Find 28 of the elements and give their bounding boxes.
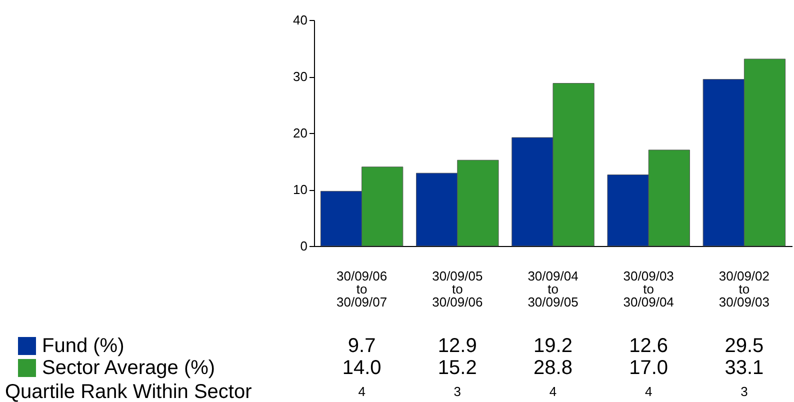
data-label: 17.0 (629, 357, 668, 379)
data-label: 29.5 (724, 335, 764, 357)
y-tick-label: 30 (293, 69, 308, 84)
text: Quartile Rank Within Sector (5, 381, 252, 402)
data-label: 12.9 (438, 335, 477, 357)
legend-label: Sector Average (%) (42, 357, 216, 379)
x-tick-label: 30/09/05 to 30/09/06 (432, 268, 483, 310)
y-tick-label: 20 (293, 126, 308, 140)
text: 4 (644, 384, 652, 399)
x-tick-label: 30/09/03 to 30/09/04 (623, 268, 674, 310)
y-tick-label: 0 (300, 238, 308, 254)
text: 3 (454, 384, 462, 399)
data-label: 19.2 (534, 335, 572, 357)
text: 4 (358, 384, 366, 399)
text: 3 (740, 384, 748, 399)
x-tick-label: 30/09/06 to 30/09/07 (336, 268, 388, 310)
data-label: 9.7 (348, 335, 376, 357)
data-label: 28.8 (534, 357, 572, 379)
y-tick-label: 10 (293, 182, 308, 197)
text: 4 (549, 384, 557, 399)
x-tick-label: 30/09/02 to 30/09/03 (718, 268, 770, 310)
data-label: 12.6 (629, 335, 668, 357)
data-label: 15.2 (438, 357, 477, 379)
data-label: 33.1 (724, 357, 764, 379)
legend-label: Fund (%) (42, 335, 124, 357)
data-label: 14.0 (342, 357, 382, 379)
x-tick-label: 30/09/04 to 30/09/05 (528, 268, 578, 310)
y-tick-label: 40 (293, 12, 308, 28)
